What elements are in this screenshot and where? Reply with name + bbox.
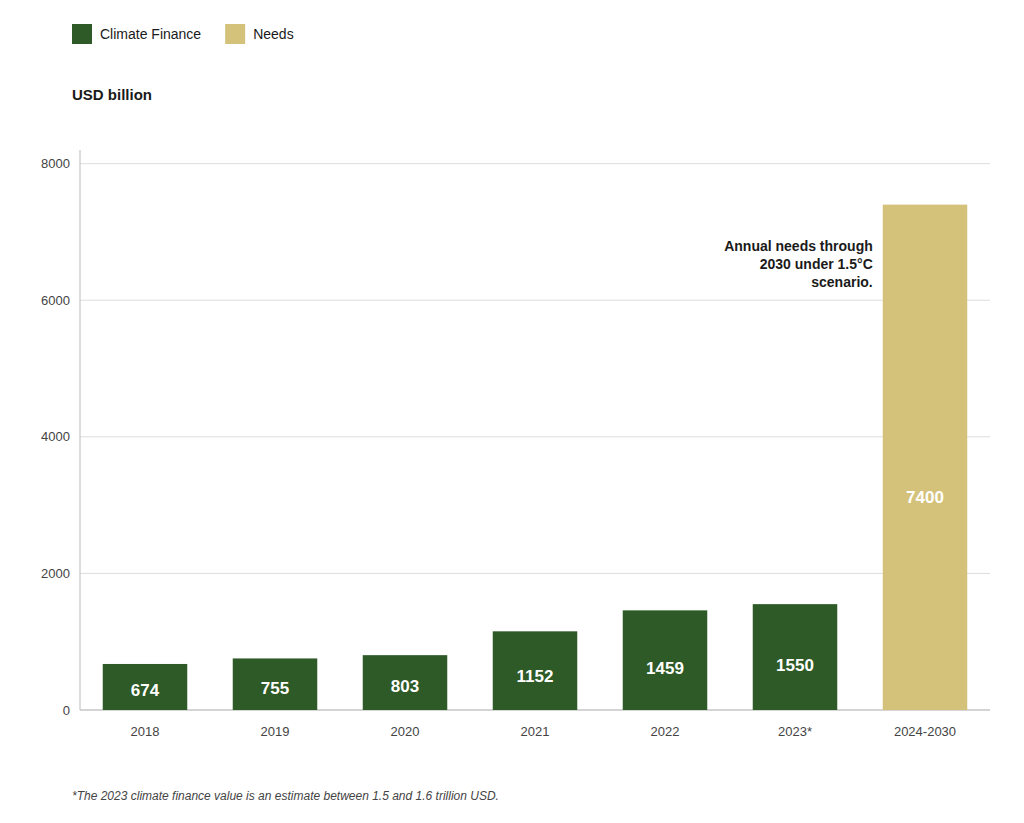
data-label: 674 xyxy=(131,681,160,700)
legend-swatch xyxy=(72,24,92,44)
x-tick-label: 2020 xyxy=(391,724,420,739)
x-tick-label: 2018 xyxy=(131,724,160,739)
x-tick-label: 2019 xyxy=(261,724,290,739)
data-label: 755 xyxy=(261,679,289,698)
legend-label: Climate Finance xyxy=(100,26,201,42)
grid-line xyxy=(80,163,990,164)
grid-line xyxy=(80,436,990,437)
data-label: 803 xyxy=(391,677,419,696)
bar xyxy=(883,205,968,710)
data-labels: 674 755 803 1152 1459 1550 7400 xyxy=(131,488,944,700)
grid-line xyxy=(80,300,990,301)
legend-swatch xyxy=(225,24,245,44)
y-tick-label: 4000 xyxy=(41,429,70,444)
annotation-line: scenario. xyxy=(811,274,872,290)
footnote: *The 2023 climate finance value is an es… xyxy=(72,789,499,803)
bar xyxy=(753,604,838,710)
bar xyxy=(623,610,708,710)
data-label: 1152 xyxy=(517,667,554,686)
annotation: Annual needs through 2030 under 1.5°C scen… xyxy=(724,238,873,290)
legend: Climate Finance Needs xyxy=(72,24,294,44)
bar xyxy=(103,664,188,710)
data-label: 1459 xyxy=(646,659,684,678)
y-tick-label: 2000 xyxy=(41,566,70,581)
bars xyxy=(103,205,968,710)
y-tick-label: 6000 xyxy=(41,293,70,308)
y-tick-label: 0 xyxy=(63,703,70,718)
background xyxy=(0,0,1024,823)
x-tick-label: 2022 xyxy=(651,724,680,739)
bar xyxy=(493,631,578,710)
y-axis-label: USD billion xyxy=(72,86,152,103)
data-label: 7400 xyxy=(906,488,944,507)
annotation-line: Annual needs through xyxy=(724,238,873,254)
grid-line xyxy=(80,573,990,574)
x-tick-label: 2024-2030 xyxy=(894,724,956,739)
annotation-line: 2030 under 1.5°C xyxy=(760,256,873,272)
legend-label: Needs xyxy=(253,26,293,42)
data-label: 1550 xyxy=(776,656,814,675)
y-tick-label: 8000 xyxy=(41,156,70,171)
bar xyxy=(363,655,448,710)
chart: 0 2000 4000 6000 8000 674 755 803 1152 1459 1550 74… xyxy=(0,0,1024,823)
x-tick-label: 2023* xyxy=(778,724,812,739)
y-axis-line xyxy=(80,150,81,710)
bar xyxy=(233,658,318,710)
grid xyxy=(80,164,990,710)
x-tick-label: 2021 xyxy=(521,724,550,739)
